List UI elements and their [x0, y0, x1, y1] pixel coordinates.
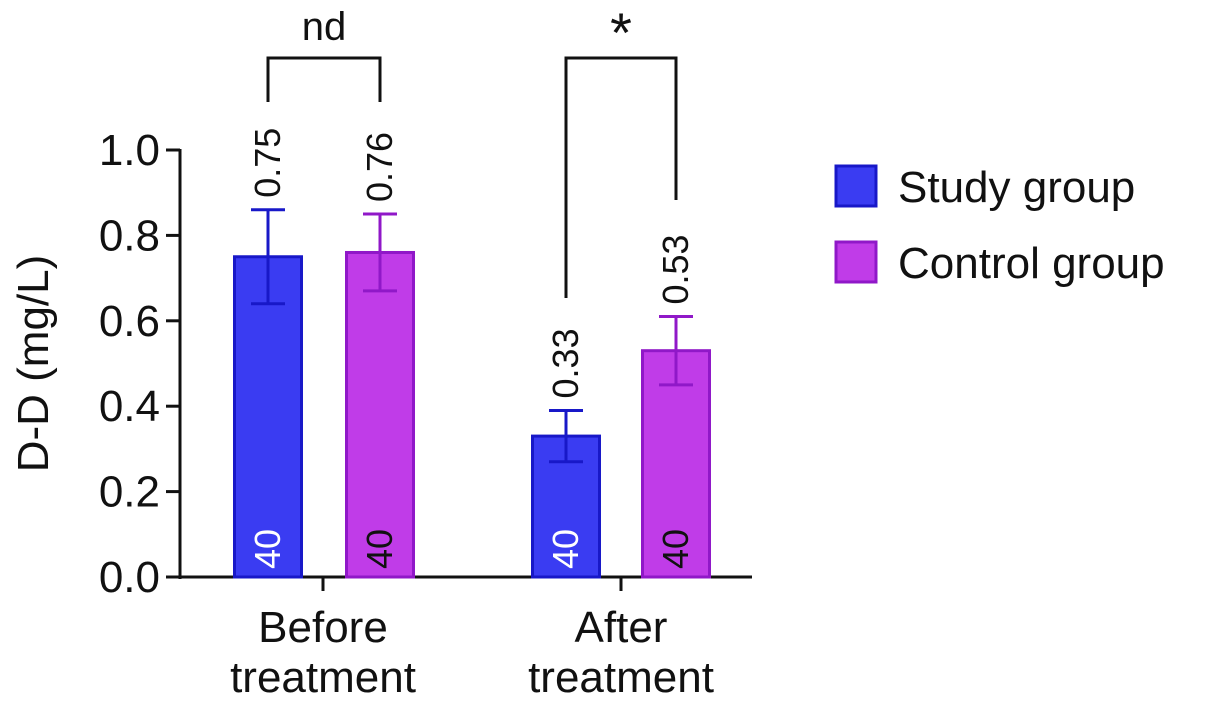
significance-label: *	[610, 1, 632, 64]
y-tick-label: 1.0	[99, 126, 160, 175]
x-tick-label: After treatment	[528, 603, 714, 702]
x-tick-label: Before treatment	[230, 603, 416, 702]
y-tick-label: 0.0	[99, 553, 160, 602]
significance-bracket	[266, 56, 382, 102]
legend: Study group Control group	[834, 163, 1165, 288]
annotations: 0.75 40 0.33 40 0.76 40 0.53 40 nd *	[247, 1, 696, 569]
legend-label: Control group	[898, 239, 1165, 288]
legend-swatch	[834, 240, 878, 284]
data-label: 0.75	[247, 128, 288, 198]
y-tick-label: 0.2	[99, 468, 160, 517]
data-label: 0.33	[545, 328, 586, 398]
axes: 0.0 0.2 0.4 0.6 0.8 1.0 Before treatment After tr…	[9, 126, 752, 702]
bars	[233, 208, 711, 579]
legend-label: Study group	[898, 163, 1135, 212]
n-label: 40	[359, 529, 400, 569]
n-label: 40	[545, 529, 586, 569]
y-tick-label: 0.6	[99, 297, 160, 346]
y-axis-title: D-D (mg/L)	[9, 255, 58, 473]
y-tick-label: 0.8	[99, 211, 160, 260]
data-label: 0.53	[655, 234, 696, 304]
significance-label: nd	[302, 5, 347, 49]
n-label: 40	[655, 529, 696, 569]
significance-bracket	[564, 56, 678, 298]
bar	[641, 349, 711, 579]
n-label: 40	[247, 529, 288, 569]
y-tick-label: 0.4	[99, 382, 160, 431]
data-label: 0.76	[359, 132, 400, 202]
bar	[345, 250, 415, 579]
legend-swatch	[834, 164, 878, 208]
